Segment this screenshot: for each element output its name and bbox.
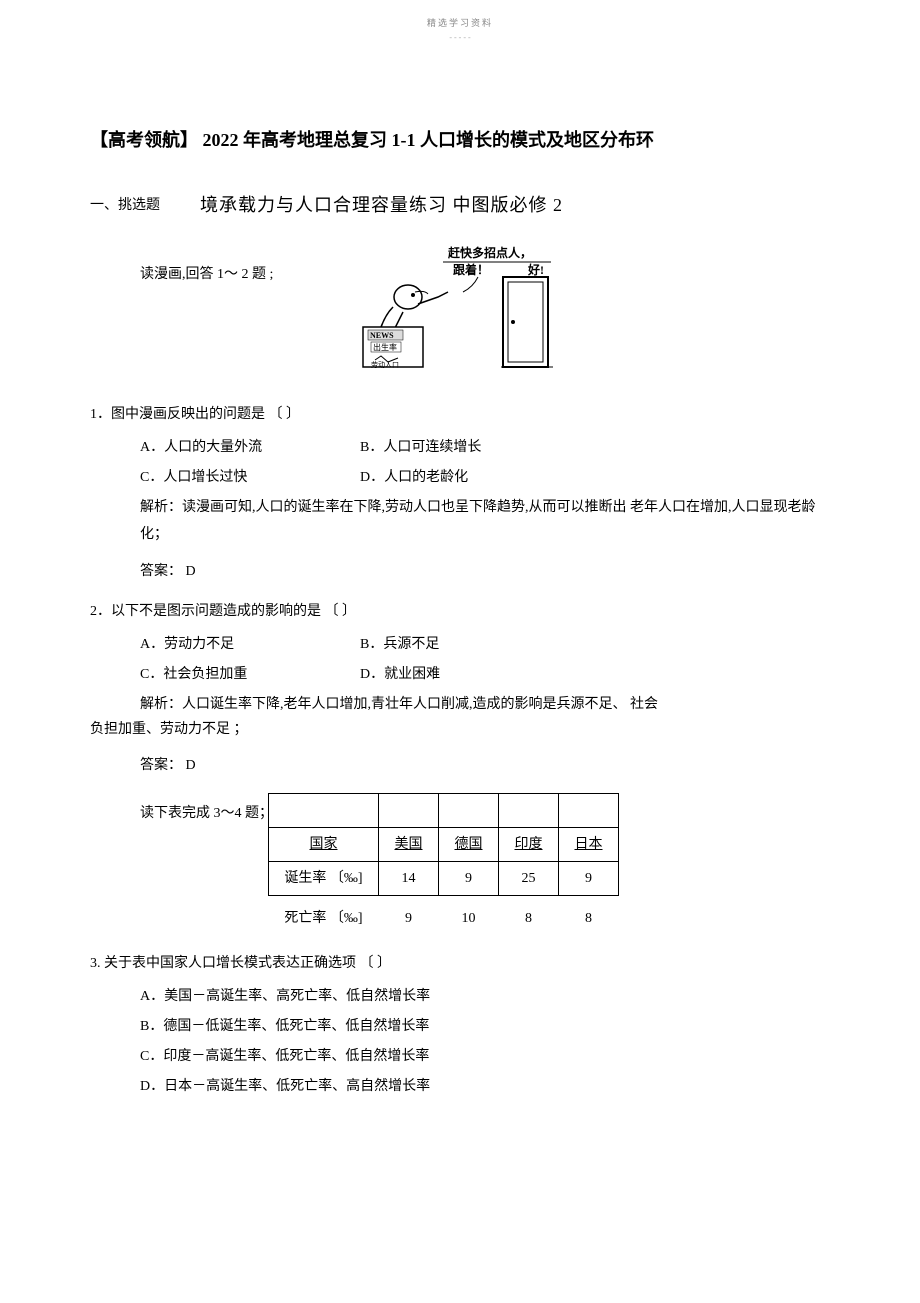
speech-text-2: 跟着！ <box>453 262 489 277</box>
table-japan-birth: 9 <box>559 862 619 896</box>
table-header-usa: 美国 <box>379 828 439 862</box>
section-label: 一、挑选题 <box>90 193 160 218</box>
q3-stem: 3. 关于表中国家人口增长模式表达正确选项 〔 〕 <box>90 951 830 976</box>
comic-section: 读漫画,回答 1～ 2 题 ; 赶快多招点人， 跟着！ 好! NEWS 出生率 … <box>140 242 830 372</box>
table-usa-birth: 14 <box>379 862 439 896</box>
q2-answer: 答案： D <box>140 753 830 778</box>
q2-option-c: C．社会负担加重 <box>140 662 360 687</box>
q1-option-c: C．人口增长过快 <box>140 465 360 490</box>
table-india-death: 8 <box>499 896 559 936</box>
header-dots: - - - - - <box>90 31 830 125</box>
svg-text:出生率: 出生率 <box>373 342 397 352</box>
speech-text-1: 赶快多招点人， <box>447 245 532 260</box>
table-india-birth: 25 <box>499 862 559 896</box>
q2-explanation-line1: 解析：人口诞生率下降,老年人口增加,青壮年人口削减,造成的影响是兵源不足、 社会 <box>140 692 830 717</box>
page-title: 【高考领航】 2022 年高考地理总复习 1-1 人口增长的模式及地区分布环 <box>90 126 830 155</box>
table-germany-birth: 9 <box>439 862 499 896</box>
svg-text:劳动人口: 劳动人口 <box>371 360 399 369</box>
q1-option-b: B．人口可连续增长 <box>360 435 580 460</box>
table-header-germany: 德国 <box>439 828 499 862</box>
q3-option-a: A．美国－高诞生率、高死亡率、低自然增长率 <box>140 984 830 1009</box>
table-header-country: 国家 <box>269 828 379 862</box>
comic-image: 赶快多招点人， 跟着！ 好! NEWS 出生率 劳动人口 <box>333 242 563 372</box>
subtitle-text: 境承载力与人口合理容量练习 中图版必修 2 <box>200 189 563 221</box>
table-death-label: 死亡率 〔‰] <box>269 896 379 936</box>
speech-text-3: 好! <box>527 262 544 277</box>
table-japan-death: 8 <box>559 896 619 936</box>
q1-option-d: D．人口的老龄化 <box>360 465 580 490</box>
q3-option-b: B．德国－低诞生率、低死亡率、低自然增长率 <box>140 1014 830 1039</box>
q1-stem: 1．图中漫画反映出的问题是 〔 〕 <box>90 402 830 427</box>
question-2: 2．以下不是图示问题造成的影响的是 〔 〕 A．劳动力不足 B．兵源不足 C．社… <box>90 599 830 778</box>
q1-answer: 答案： D <box>140 559 830 584</box>
table-section: 读下表完成 3～4 题； 国家 美国 德国 印度 日本 诞生率 〔‰] 14 9 <box>90 793 830 936</box>
comic-intro: 读漫画,回答 1～ 2 题 ; <box>140 242 273 287</box>
question-1: 1．图中漫画反映出的问题是 〔 〕 A．人口的大量外流 B．人口可连续增长 C．… <box>90 402 830 584</box>
svg-text:NEWS: NEWS <box>370 331 394 340</box>
q2-stem: 2．以下不是图示问题造成的影响的是 〔 〕 <box>90 599 830 624</box>
q2-option-a: A．劳动力不足 <box>140 632 360 657</box>
table-header-india: 印度 <box>499 828 559 862</box>
q3-option-d: D．日本－高诞生率、低死亡率、高自然增长率 <box>140 1074 830 1099</box>
table-usa-death: 9 <box>379 896 439 936</box>
q3-option-c: C．印度－高诞生率、低死亡率、低自然增长率 <box>140 1044 830 1069</box>
table-intro: 读下表完成 3～4 题； <box>140 793 273 826</box>
q2-option-d: D．就业困难 <box>360 662 580 687</box>
table-birth-label: 诞生率 〔‰] <box>269 862 379 896</box>
q1-option-a: A．人口的大量外流 <box>140 435 360 460</box>
table-germany-death: 10 <box>439 896 499 936</box>
table-header-japan: 日本 <box>559 828 619 862</box>
q1-explanation: 解析：读漫画可知,人口的诞生率在下降,劳动人口也呈下降趋势,从而可以推断出 老年… <box>140 495 830 548</box>
q2-option-b: B．兵源不足 <box>360 632 580 657</box>
question-3: 3. 关于表中国家人口增长模式表达正确选项 〔 〕 A．美国－高诞生率、高死亡率… <box>90 951 830 1100</box>
subtitle-row: 一、挑选题 境承载力与人口合理容量练习 中图版必修 2 <box>90 189 830 221</box>
q2-explanation-line2: 负担加重、劳动力不足 ； <box>90 717 830 742</box>
header-watermark: 精选学习资料 <box>90 0 830 31</box>
data-table: 国家 美国 德国 印度 日本 诞生率 〔‰] 14 9 25 9 死亡率 〔‰]… <box>268 793 619 936</box>
